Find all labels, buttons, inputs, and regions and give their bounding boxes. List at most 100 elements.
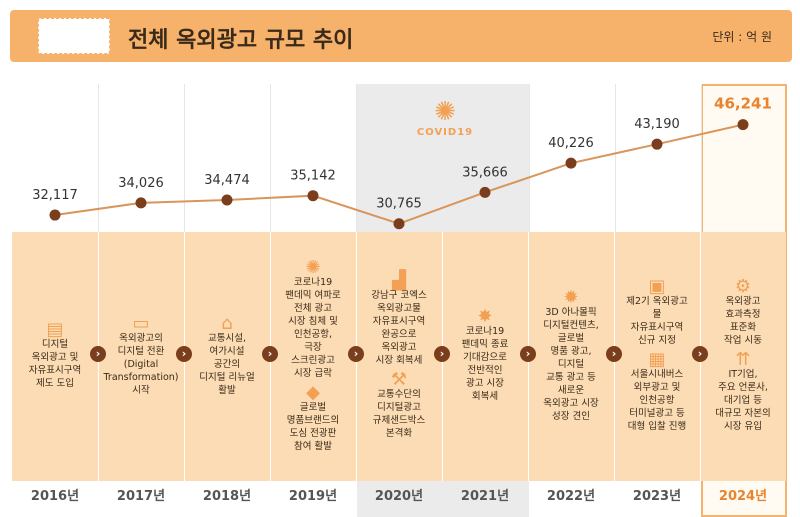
description-line: 외부광고 및 [633, 382, 681, 393]
description-line: 교통수단의 [377, 388, 421, 400]
description-line: 자유표시구역 [28, 365, 82, 376]
line-chart: 32,117 34,026 34,474 35,142 30,765 35,666 40,2… [32, 95, 772, 230]
data-point [479, 186, 491, 198]
description-line: 전반적인 [467, 365, 503, 376]
description-line: 옥외광고 [725, 296, 761, 307]
diamond-icon: ◆ [306, 381, 320, 403]
devices-icon: ▭ [132, 312, 150, 334]
description-line: 회복세 [471, 391, 499, 402]
data-point [307, 190, 319, 202]
data-label: 34,026 [118, 176, 164, 191]
sparkle-icon: ✸ [477, 306, 493, 327]
year-label: 2017년 [116, 489, 166, 504]
description-cell: ▤ 디지털 옥외광고 및 자유표시구역 제도 도입 [20, 232, 90, 481]
description-line: 여가시설 [209, 345, 245, 357]
description-line: 디지털 리뉴얼 [199, 371, 255, 383]
description-line: 시작 [132, 384, 150, 396]
chevron-right-icon: › [262, 346, 278, 362]
description-line: 공간의 [213, 358, 241, 370]
grid-line [184, 84, 185, 232]
data-point [737, 119, 749, 131]
virus-icon: ✺ [434, 97, 456, 127]
description-line: 활발 [218, 384, 236, 396]
data-label: 30,765 [376, 197, 422, 212]
storefront-icon: ⌂ [221, 312, 233, 334]
grid-line [356, 84, 357, 232]
chevron-right-icon: › [90, 346, 106, 362]
description-row [12, 232, 786, 481]
description-line: 팬데믹 종료 [461, 339, 509, 350]
description-cell: ⚙ 옥외광고 효과측정 표준화 작업 시동 ⇈ IT기업, 주요 언론사, 대기업 등 대규모 자… [708, 232, 778, 481]
description-line: (Digital [123, 358, 159, 370]
description-line: 대형 입찰 진행 [627, 421, 687, 432]
money-growth-icon: ⇈ [735, 349, 751, 370]
description-line: 서울시내버스 [630, 369, 684, 380]
description-line: 강남구 코엑스 [371, 289, 427, 301]
title-decoration [38, 18, 110, 54]
chevron-right-icon: › [606, 346, 622, 362]
year-label: 2023년 [632, 489, 682, 504]
description-line: 대기업 등 [724, 395, 762, 406]
description-line: 제2기 옥외광고물 [626, 296, 688, 320]
grid-line [529, 84, 530, 232]
chevron-right-icon: › [348, 346, 364, 362]
data-point [135, 197, 147, 209]
description-line: 자유표시구역 [630, 322, 684, 333]
description-line: 자유표시구역 [372, 315, 426, 327]
year-label: 2016년 [30, 489, 80, 504]
grid-line [701, 84, 702, 232]
title-bar: 전체 옥외광고 규모 추이 단위 : 억 원 [10, 10, 792, 62]
data-label: 35,666 [462, 165, 508, 180]
description-line: 교통 광고 등 [546, 371, 596, 383]
data-label: 43,190 [634, 117, 680, 132]
description-line: 팬데믹 여파로 [285, 289, 341, 301]
description-line: 교통시설, [208, 332, 246, 344]
gear-icon: ⚙ [734, 276, 752, 297]
description-line: 표준화 [729, 322, 757, 333]
description-line: 본격화 [385, 427, 413, 439]
chevron-right-icon: › [692, 346, 708, 362]
year-label: 2022년 [546, 489, 596, 504]
description-cell: ✹ 3D 아나몰픽 디지털컨텐츠, 글로벌 명품 광고, 디지털 교통 광고 등 새로운 옥외광… [536, 232, 606, 481]
description-line: 코로나19 [465, 326, 505, 337]
description-line: 옥외광고 및 [31, 352, 79, 363]
description-line: Transformation) [103, 371, 179, 383]
growth-chart-icon: ▟ [392, 269, 406, 291]
description-line: 시장 급락 [294, 367, 332, 379]
description-line: 옥외광고 시장 [543, 397, 599, 409]
description-line: 글로벌 [299, 401, 327, 413]
unit-label: 단위 : 억 원 [712, 30, 772, 44]
description-line: 극장 [304, 341, 322, 353]
description-line: 디지털컨텐츠, [543, 319, 599, 331]
chevron-right-icon: › [434, 346, 450, 362]
description-line: 기대감으로 [463, 352, 507, 363]
data-label: 34,474 [204, 173, 250, 188]
data-label: 40,226 [548, 136, 594, 151]
data-label: 46,241 [714, 95, 772, 113]
page-title: 전체 옥외광고 규모 추이 [128, 28, 354, 53]
data-label: 32,117 [32, 188, 78, 203]
description-line: 주요 언론사, [718, 382, 768, 393]
clipboard-icon: ▤ [46, 319, 64, 340]
description-line: 글로벌 [557, 332, 585, 344]
description-line: 명품 광고, [550, 345, 592, 357]
covid-marker: ✺ COVID19 [405, 97, 485, 138]
description-line: 코로나19 [293, 276, 333, 288]
description-line: 인천공항, [294, 328, 332, 340]
description-cell: ⌂ 교통시설, 여가시설 공간의 디지털 리뉴얼 활발 [192, 232, 262, 481]
description-line: 3D 아나몰픽 [545, 306, 597, 318]
gavel-icon: ⚒ [390, 368, 408, 390]
covid-label: COVID19 [416, 127, 474, 138]
description-line: 스크린광고 [291, 354, 335, 366]
description-line: 새로운 [557, 384, 585, 396]
virus-icon: ✺ [305, 256, 321, 278]
data-point [49, 209, 61, 221]
description-line: IT기업, [728, 369, 758, 380]
description-line: 디지털광고 [377, 401, 421, 413]
description-line: 시장 침체 및 [288, 315, 338, 327]
description-line: 터미널광고 등 [629, 408, 685, 419]
description-cell: ▭ 옥외광고의 디지털 전환 (Digital Transformation) 시작 [103, 232, 179, 481]
description-line: 광고 시장 [466, 378, 504, 389]
year-label: 2019년 [288, 489, 338, 504]
